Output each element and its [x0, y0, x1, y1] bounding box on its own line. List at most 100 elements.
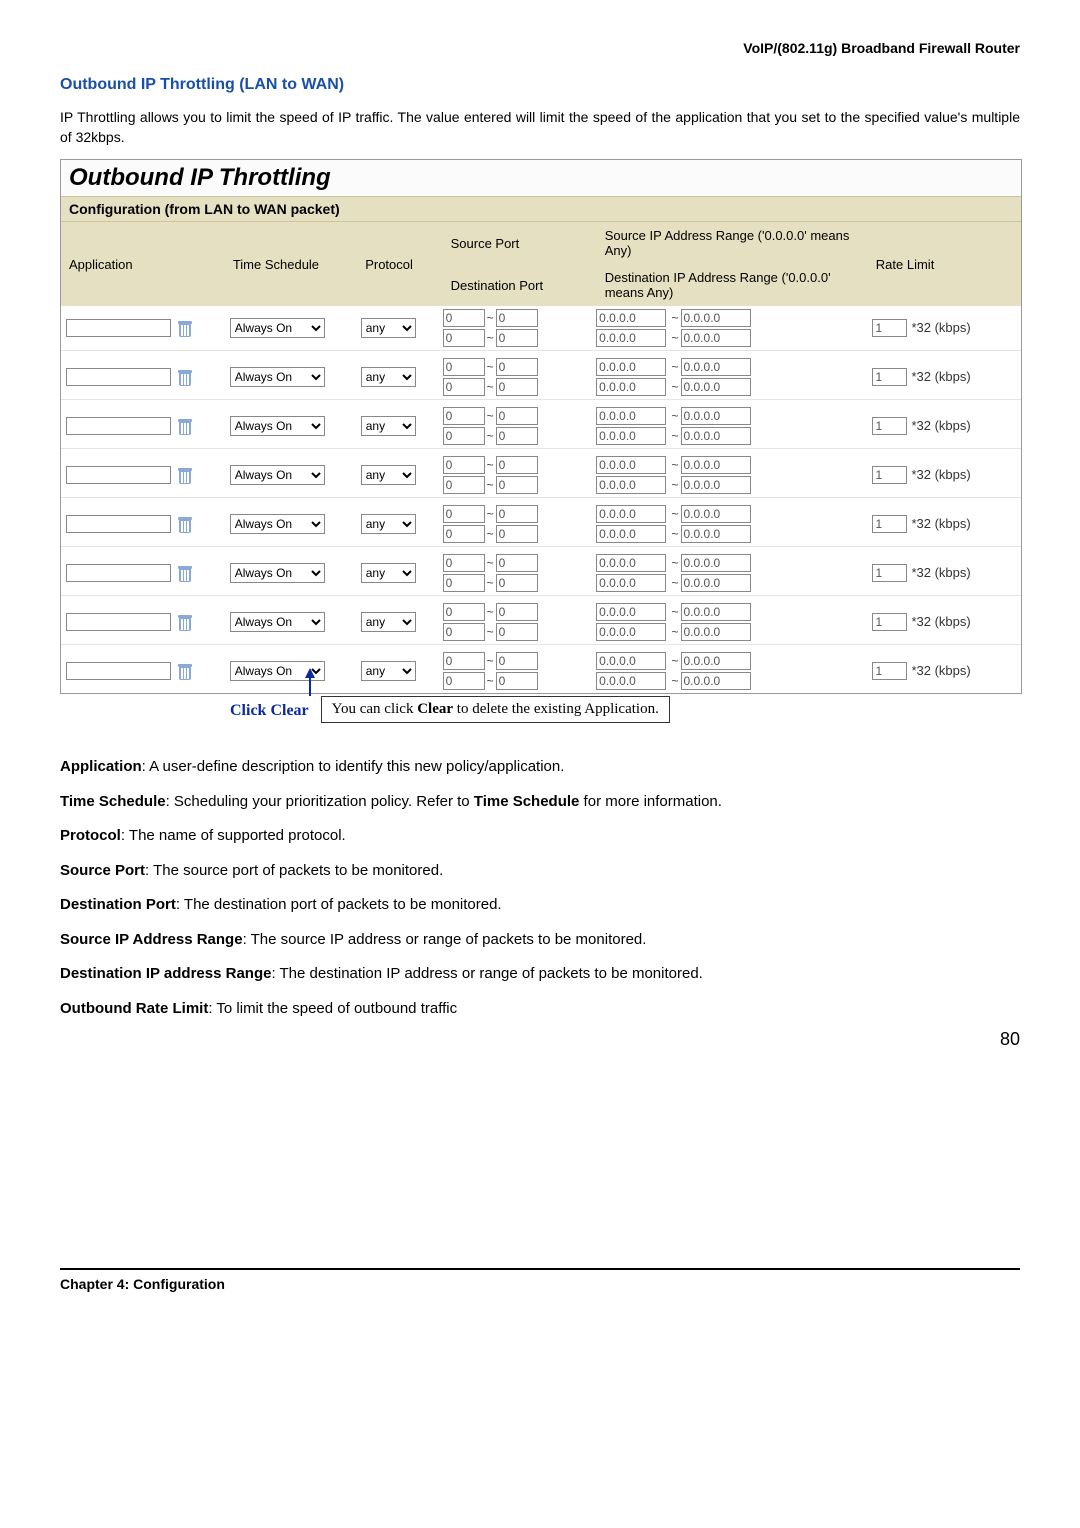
time-schedule-select[interactable]: Always On: [230, 563, 325, 583]
protocol-select[interactable]: any: [361, 563, 416, 583]
dst-ip-from[interactable]: [596, 427, 666, 445]
trash-icon[interactable]: [178, 566, 192, 582]
dst-port-from[interactable]: [443, 672, 485, 690]
src-port-from[interactable]: [443, 554, 485, 572]
src-port-to[interactable]: [496, 456, 538, 474]
src-ip-from[interactable]: [596, 554, 666, 572]
src-port-to[interactable]: [496, 603, 538, 621]
time-schedule-select[interactable]: Always On: [230, 661, 325, 681]
src-ip-to[interactable]: [681, 309, 751, 327]
time-schedule-select[interactable]: Always On: [230, 367, 325, 387]
dst-ip-from[interactable]: [596, 329, 666, 347]
dst-ip-from[interactable]: [596, 672, 666, 690]
src-ip-to[interactable]: [681, 554, 751, 572]
application-input[interactable]: [66, 417, 171, 435]
dst-port-to[interactable]: [496, 378, 538, 396]
src-port-to[interactable]: [496, 505, 538, 523]
application-input[interactable]: [66, 466, 171, 484]
rate-input[interactable]: [872, 662, 907, 680]
dst-port-from[interactable]: [443, 574, 485, 592]
application-input[interactable]: [66, 613, 171, 631]
protocol-select[interactable]: any: [361, 318, 416, 338]
dst-port-to[interactable]: [496, 476, 538, 494]
src-port-to[interactable]: [496, 554, 538, 572]
src-port-from[interactable]: [443, 456, 485, 474]
dst-ip-to[interactable]: [681, 525, 751, 543]
time-schedule-select[interactable]: Always On: [230, 612, 325, 632]
src-port-from[interactable]: [443, 358, 485, 376]
dst-port-from[interactable]: [443, 476, 485, 494]
src-port-from[interactable]: [443, 505, 485, 523]
rate-input[interactable]: [872, 466, 907, 484]
src-port-to[interactable]: [496, 652, 538, 670]
application-input[interactable]: [66, 515, 171, 533]
src-port-from[interactable]: [443, 407, 485, 425]
dst-ip-to[interactable]: [681, 427, 751, 445]
dst-port-from[interactable]: [443, 329, 485, 347]
dst-port-to[interactable]: [496, 525, 538, 543]
dst-port-from[interactable]: [443, 525, 485, 543]
src-port-to[interactable]: [496, 309, 538, 327]
dst-port-from[interactable]: [443, 427, 485, 445]
application-input[interactable]: [66, 662, 171, 680]
protocol-select[interactable]: any: [361, 661, 416, 681]
src-port-from[interactable]: [443, 652, 485, 670]
dst-port-to[interactable]: [496, 672, 538, 690]
src-ip-from[interactable]: [596, 456, 666, 474]
dst-ip-to[interactable]: [681, 623, 751, 641]
dst-port-to[interactable]: [496, 329, 538, 347]
src-ip-to[interactable]: [681, 456, 751, 474]
src-ip-to[interactable]: [681, 652, 751, 670]
trash-icon[interactable]: [178, 419, 192, 435]
dst-port-to[interactable]: [496, 623, 538, 641]
protocol-select[interactable]: any: [361, 367, 416, 387]
dst-ip-to[interactable]: [681, 329, 751, 347]
trash-icon[interactable]: [178, 321, 192, 337]
time-schedule-select[interactable]: Always On: [230, 416, 325, 436]
rate-input[interactable]: [872, 613, 907, 631]
dst-port-to[interactable]: [496, 574, 538, 592]
protocol-select[interactable]: any: [361, 416, 416, 436]
dst-ip-from[interactable]: [596, 476, 666, 494]
dst-ip-to[interactable]: [681, 574, 751, 592]
dst-ip-to[interactable]: [681, 476, 751, 494]
src-ip-from[interactable]: [596, 358, 666, 376]
src-ip-from[interactable]: [596, 407, 666, 425]
dst-port-to[interactable]: [496, 427, 538, 445]
protocol-select[interactable]: any: [361, 514, 416, 534]
application-input[interactable]: [66, 564, 171, 582]
time-schedule-select[interactable]: Always On: [230, 514, 325, 534]
dst-port-from[interactable]: [443, 623, 485, 641]
dst-ip-from[interactable]: [596, 574, 666, 592]
src-port-from[interactable]: [443, 309, 485, 327]
src-ip-from[interactable]: [596, 603, 666, 621]
trash-icon[interactable]: [178, 370, 192, 386]
application-input[interactable]: [66, 368, 171, 386]
dst-ip-from[interactable]: [596, 525, 666, 543]
src-port-to[interactable]: [496, 407, 538, 425]
dst-ip-from[interactable]: [596, 378, 666, 396]
rate-input[interactable]: [872, 564, 907, 582]
src-ip-to[interactable]: [681, 505, 751, 523]
src-port-to[interactable]: [496, 358, 538, 376]
src-ip-from[interactable]: [596, 652, 666, 670]
trash-icon[interactable]: [178, 468, 192, 484]
trash-icon[interactable]: [178, 615, 192, 631]
protocol-select[interactable]: any: [361, 465, 416, 485]
src-ip-to[interactable]: [681, 603, 751, 621]
rate-input[interactable]: [872, 515, 907, 533]
src-port-from[interactable]: [443, 603, 485, 621]
trash-icon[interactable]: [178, 664, 192, 680]
protocol-select[interactable]: any: [361, 612, 416, 632]
rate-input[interactable]: [872, 368, 907, 386]
src-ip-to[interactable]: [681, 358, 751, 376]
dst-ip-from[interactable]: [596, 623, 666, 641]
rate-input[interactable]: [872, 319, 907, 337]
time-schedule-select[interactable]: Always On: [230, 465, 325, 485]
src-ip-from[interactable]: [596, 505, 666, 523]
src-ip-from[interactable]: [596, 309, 666, 327]
src-ip-to[interactable]: [681, 407, 751, 425]
trash-icon[interactable]: [178, 517, 192, 533]
time-schedule-select[interactable]: Always On: [230, 318, 325, 338]
dst-port-from[interactable]: [443, 378, 485, 396]
